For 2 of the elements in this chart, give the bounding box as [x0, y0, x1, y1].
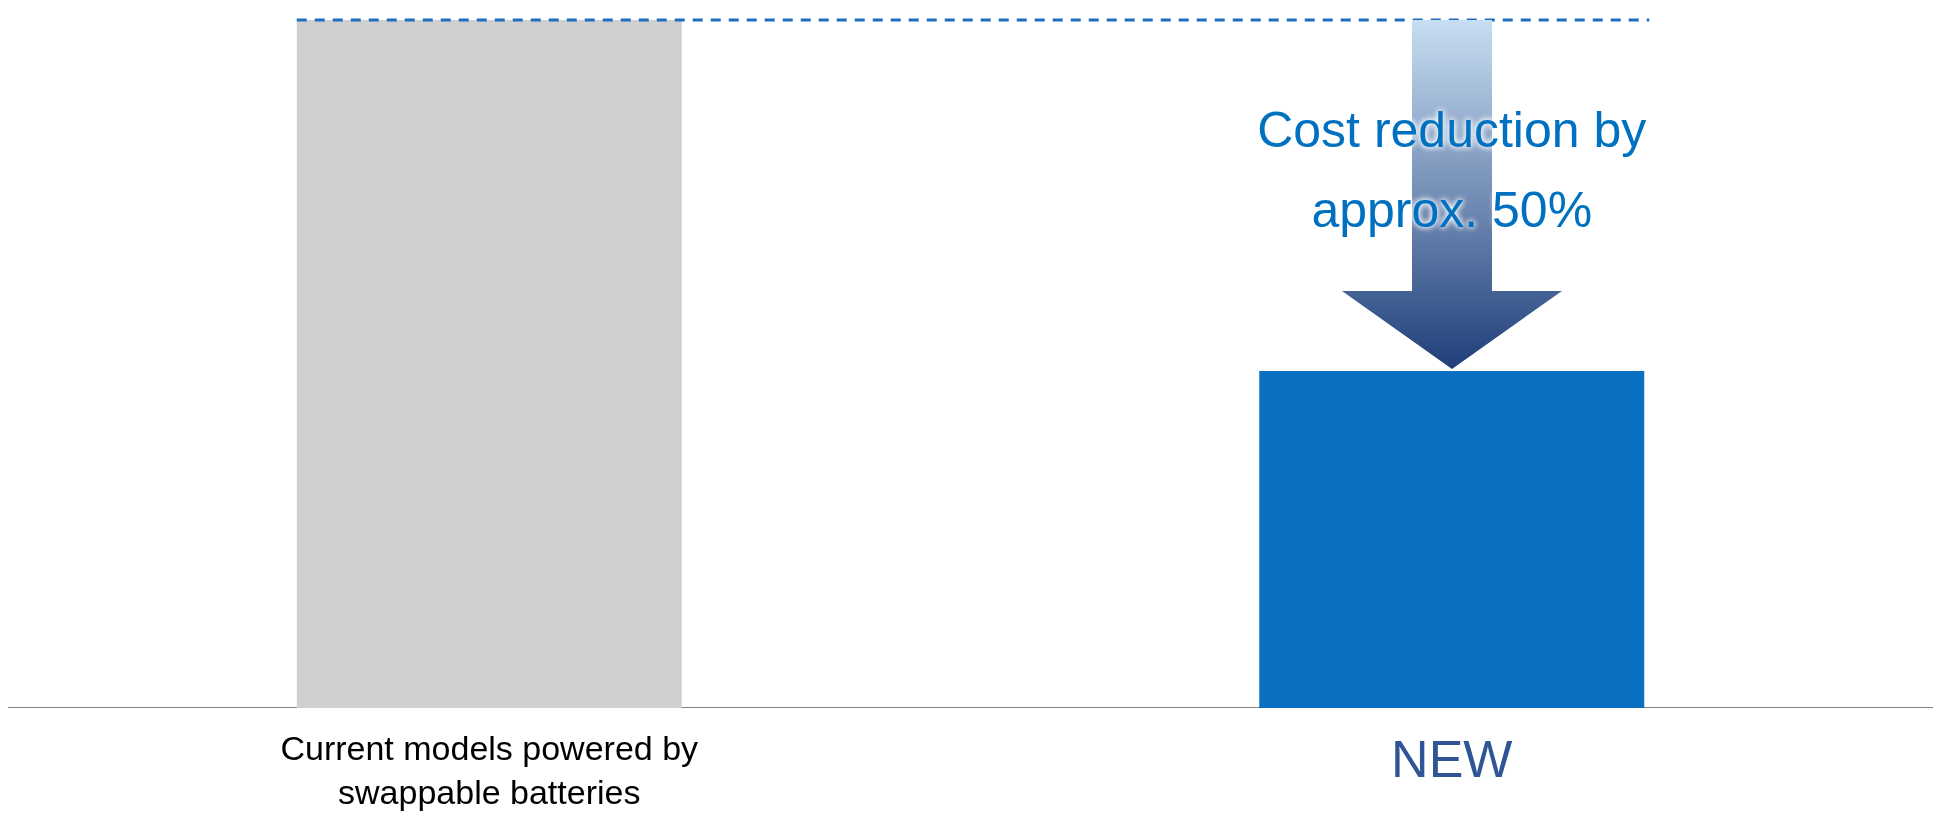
- x-tick-label: Current models powered by swappable batteries: [279, 728, 700, 814]
- x-tick-label: NEW: [1390, 729, 1514, 790]
